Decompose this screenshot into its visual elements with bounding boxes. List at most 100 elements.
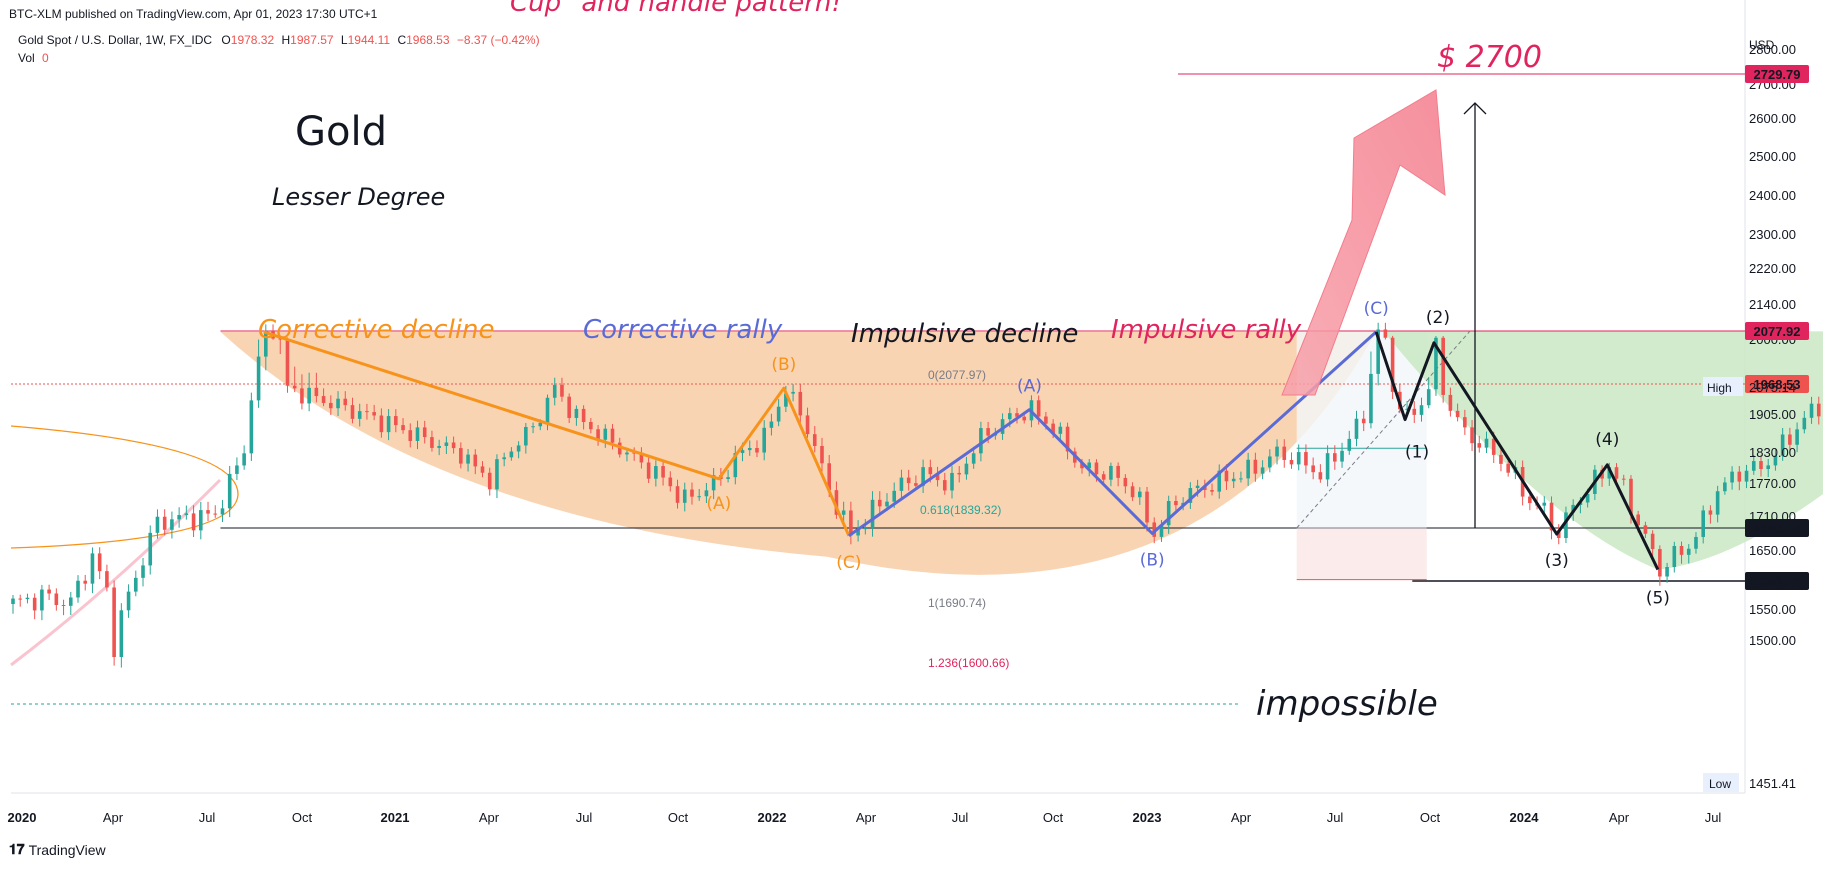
candle-body (148, 532, 153, 566)
candle-body (285, 339, 290, 386)
candle-body (509, 451, 514, 458)
price-tick-label: 2800.00 (1749, 42, 1796, 57)
candle-body (1123, 477, 1128, 487)
price-tick-label: 1770.00 (1749, 476, 1796, 491)
candle-body (184, 513, 189, 516)
volume-label: Vol (18, 51, 35, 65)
candle-body (935, 474, 940, 481)
candle-body (487, 472, 492, 490)
time-tick-label: Apr (1231, 810, 1252, 825)
price-tick-label: 2400.00 (1749, 188, 1796, 203)
candle-body (394, 416, 398, 426)
impossible-label: impossible (1256, 684, 1438, 724)
candle-body (264, 331, 268, 357)
cut-title: "Cup" and handle pattern! (498, 0, 842, 18)
candle-body (162, 516, 167, 530)
candle-body (1015, 413, 1019, 417)
wave-label-1: (1) (1405, 443, 1429, 463)
wave-label-5: (5) (1646, 589, 1670, 609)
wave-label-2: (2) (1426, 308, 1450, 328)
price-label-text: 2729.79 (1754, 67, 1801, 82)
candle-body (256, 356, 261, 401)
candle-body (906, 477, 911, 484)
candle-body (372, 412, 376, 416)
publisher-line: BTC-XLM published on TradingView.com, Ap… (9, 7, 378, 21)
tradingview-logo-icon: 𝟏𝟕 (9, 842, 25, 858)
time-tick-label: Jul (1705, 810, 1722, 825)
price-tick-label: 1550.00 (1749, 602, 1796, 617)
candle-body (1080, 462, 1084, 469)
close-label: C (397, 33, 407, 47)
candle-body (76, 580, 80, 598)
candle-body (856, 529, 860, 536)
corrective-decline-wave (263, 330, 851, 537)
candle-body (1383, 329, 1388, 338)
candle-body (329, 402, 333, 409)
open-label: O (221, 33, 231, 47)
price-axis[interactable]: 2800.002700.002600.002500.002400.002300.… (1745, 42, 1809, 648)
wave-label-orange-c: (C) (836, 553, 861, 573)
candle-body (971, 453, 976, 464)
candle-body (1065, 426, 1070, 452)
candle-body (386, 416, 391, 433)
price-tick-label: 1650.00 (1749, 543, 1796, 558)
candle-body (1275, 446, 1279, 457)
candle-body (1000, 419, 1005, 434)
candle-body (1390, 337, 1395, 392)
candle-body (357, 411, 362, 419)
wave-label-3: (3) (1545, 551, 1569, 571)
candle-body (1130, 486, 1135, 498)
candle-body (1643, 525, 1648, 534)
candle-body (1109, 465, 1113, 480)
candle-body (1694, 536, 1698, 549)
candle-body (495, 459, 499, 490)
time-axis[interactable]: 2020 Apr Jul Oct 2021 Apr Jul Oct 2022 Apr Jul Oct 2… (8, 810, 1722, 825)
candle-body (408, 430, 413, 441)
candle-body (1210, 490, 1214, 492)
currency-unit: USD (1749, 38, 1775, 52)
candle-body (83, 580, 88, 584)
candle-body (321, 396, 326, 403)
price-label-text: 1598.22 (1754, 574, 1801, 589)
time-tick-label: Apr (856, 810, 877, 825)
candle-body (97, 553, 102, 572)
candle-body (1246, 459, 1250, 479)
candle-body (1484, 438, 1489, 448)
candle-body (1463, 417, 1467, 428)
wave-label-orange-b: (B) (771, 355, 796, 375)
candle-body (1780, 434, 1785, 456)
candle-body (1116, 465, 1120, 478)
candle-body (1491, 438, 1496, 455)
candle-body (1260, 467, 1265, 474)
candle-body (668, 477, 673, 487)
candle-body (466, 454, 470, 464)
low-badge-value: 1451.41 (1749, 776, 1796, 791)
low-value: 1944.11 (347, 33, 391, 47)
impulsive-decline-wave (1374, 331, 1660, 571)
candle-body (11, 598, 15, 604)
candle-body (1636, 514, 1640, 526)
fib-1-label: 1(1690.74) (928, 596, 986, 610)
candle-body (1296, 452, 1301, 465)
target-arrow-shape (1281, 89, 1446, 396)
price-label-badge (1745, 322, 1809, 340)
candle-body (1145, 491, 1149, 523)
measure-arrowhead-icon (1463, 102, 1487, 115)
candle-body (776, 406, 781, 422)
low-label: L (340, 33, 348, 47)
fib-0-label: 0(2077.97) (928, 368, 986, 382)
candle-body (877, 499, 882, 507)
candle-body (560, 384, 564, 397)
candle-body (798, 391, 803, 416)
candle-body (1441, 337, 1445, 395)
candle-body (1159, 525, 1164, 537)
candle-body (1809, 403, 1814, 418)
time-tick-label: Jul (199, 810, 216, 825)
candle-body (545, 397, 550, 423)
tradingview-brand[interactable]: 𝟏𝟕 TradingView (9, 842, 106, 858)
candle-body (343, 398, 348, 406)
candle-body (249, 400, 254, 454)
time-tick-label: Jul (952, 810, 969, 825)
candle-body (1621, 478, 1626, 480)
candle-body (589, 422, 593, 430)
